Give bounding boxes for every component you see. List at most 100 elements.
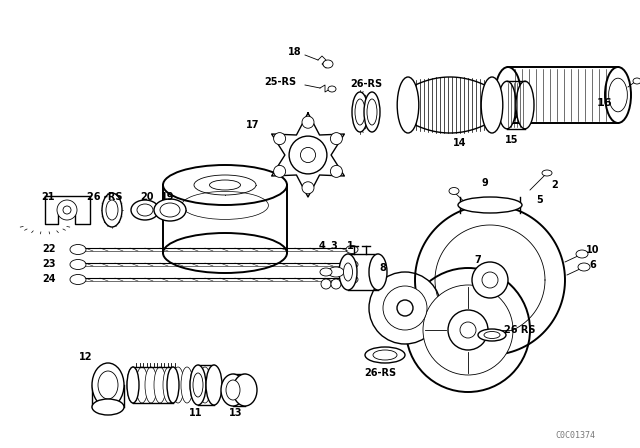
- Circle shape: [302, 116, 314, 128]
- Ellipse shape: [172, 367, 184, 403]
- Text: 10: 10: [586, 245, 600, 255]
- Ellipse shape: [498, 81, 516, 129]
- Text: 26 -RS: 26 -RS: [87, 192, 123, 202]
- Circle shape: [274, 165, 285, 177]
- Circle shape: [63, 206, 71, 214]
- Ellipse shape: [323, 60, 333, 68]
- Ellipse shape: [346, 246, 358, 254]
- Ellipse shape: [127, 367, 139, 403]
- Text: 21: 21: [41, 192, 55, 202]
- Circle shape: [369, 272, 441, 344]
- Text: 12: 12: [79, 352, 93, 362]
- Text: 23: 23: [42, 259, 56, 269]
- Ellipse shape: [373, 350, 397, 360]
- Text: 11: 11: [189, 408, 203, 418]
- Ellipse shape: [542, 170, 552, 176]
- Ellipse shape: [154, 367, 166, 403]
- Circle shape: [330, 133, 342, 145]
- Text: C0C01374: C0C01374: [555, 431, 595, 439]
- Circle shape: [302, 182, 314, 194]
- Ellipse shape: [346, 260, 358, 268]
- Ellipse shape: [145, 367, 157, 403]
- Ellipse shape: [605, 67, 631, 123]
- Ellipse shape: [449, 188, 459, 194]
- Ellipse shape: [576, 250, 588, 258]
- Ellipse shape: [92, 399, 124, 415]
- Ellipse shape: [163, 233, 287, 273]
- Text: 20: 20: [140, 192, 154, 202]
- Ellipse shape: [136, 367, 148, 403]
- Ellipse shape: [102, 193, 122, 227]
- Ellipse shape: [70, 259, 86, 270]
- Circle shape: [448, 310, 488, 350]
- Ellipse shape: [206, 365, 222, 405]
- Text: 13: 13: [229, 408, 243, 418]
- Ellipse shape: [98, 371, 118, 399]
- Ellipse shape: [163, 367, 175, 403]
- Ellipse shape: [208, 367, 220, 403]
- Ellipse shape: [339, 254, 357, 290]
- Text: 5: 5: [536, 195, 543, 205]
- Ellipse shape: [233, 374, 257, 406]
- Text: 3: 3: [331, 241, 337, 251]
- Text: 17: 17: [246, 120, 260, 130]
- Circle shape: [397, 300, 413, 316]
- Ellipse shape: [344, 263, 353, 281]
- Circle shape: [423, 285, 513, 375]
- Text: 25-RS: 25-RS: [264, 77, 296, 87]
- Ellipse shape: [481, 77, 503, 133]
- Ellipse shape: [193, 373, 203, 397]
- Ellipse shape: [367, 99, 377, 125]
- Ellipse shape: [70, 245, 86, 254]
- Text: 26-RS: 26-RS: [364, 368, 396, 378]
- Ellipse shape: [328, 267, 344, 277]
- Text: 14: 14: [453, 138, 467, 148]
- Ellipse shape: [92, 363, 124, 407]
- Ellipse shape: [365, 347, 405, 363]
- Ellipse shape: [609, 78, 627, 112]
- Text: 6: 6: [589, 260, 596, 270]
- Text: 26-RS: 26-RS: [350, 79, 382, 89]
- Ellipse shape: [516, 81, 534, 129]
- Circle shape: [300, 147, 316, 163]
- Ellipse shape: [167, 367, 179, 403]
- Circle shape: [274, 133, 285, 145]
- Ellipse shape: [131, 200, 159, 220]
- Ellipse shape: [397, 77, 419, 133]
- Ellipse shape: [190, 365, 206, 405]
- Circle shape: [289, 136, 327, 174]
- Ellipse shape: [163, 165, 287, 205]
- Ellipse shape: [70, 275, 86, 284]
- Circle shape: [472, 262, 508, 298]
- Ellipse shape: [478, 329, 506, 341]
- Ellipse shape: [633, 78, 640, 84]
- Text: 4: 4: [319, 241, 325, 251]
- Circle shape: [57, 200, 77, 220]
- Circle shape: [321, 279, 331, 289]
- Ellipse shape: [199, 367, 211, 403]
- Text: 24: 24: [42, 274, 56, 284]
- Ellipse shape: [190, 367, 202, 403]
- Ellipse shape: [127, 367, 139, 403]
- Ellipse shape: [364, 92, 380, 132]
- Text: 16: 16: [597, 98, 613, 108]
- Ellipse shape: [106, 200, 118, 220]
- Ellipse shape: [578, 263, 590, 271]
- Text: 7: 7: [475, 255, 481, 265]
- Circle shape: [330, 165, 342, 177]
- Ellipse shape: [495, 67, 521, 123]
- Text: 26 RS: 26 RS: [504, 325, 536, 335]
- Circle shape: [331, 279, 341, 289]
- Text: 22: 22: [42, 244, 56, 254]
- Ellipse shape: [137, 204, 153, 216]
- Text: 2: 2: [552, 180, 558, 190]
- Text: 18: 18: [288, 47, 302, 57]
- Ellipse shape: [458, 197, 522, 213]
- Ellipse shape: [352, 92, 368, 132]
- Ellipse shape: [226, 380, 240, 400]
- Ellipse shape: [346, 276, 358, 284]
- Ellipse shape: [328, 86, 336, 92]
- Ellipse shape: [355, 99, 365, 125]
- Ellipse shape: [369, 254, 387, 290]
- Text: 15: 15: [505, 135, 519, 145]
